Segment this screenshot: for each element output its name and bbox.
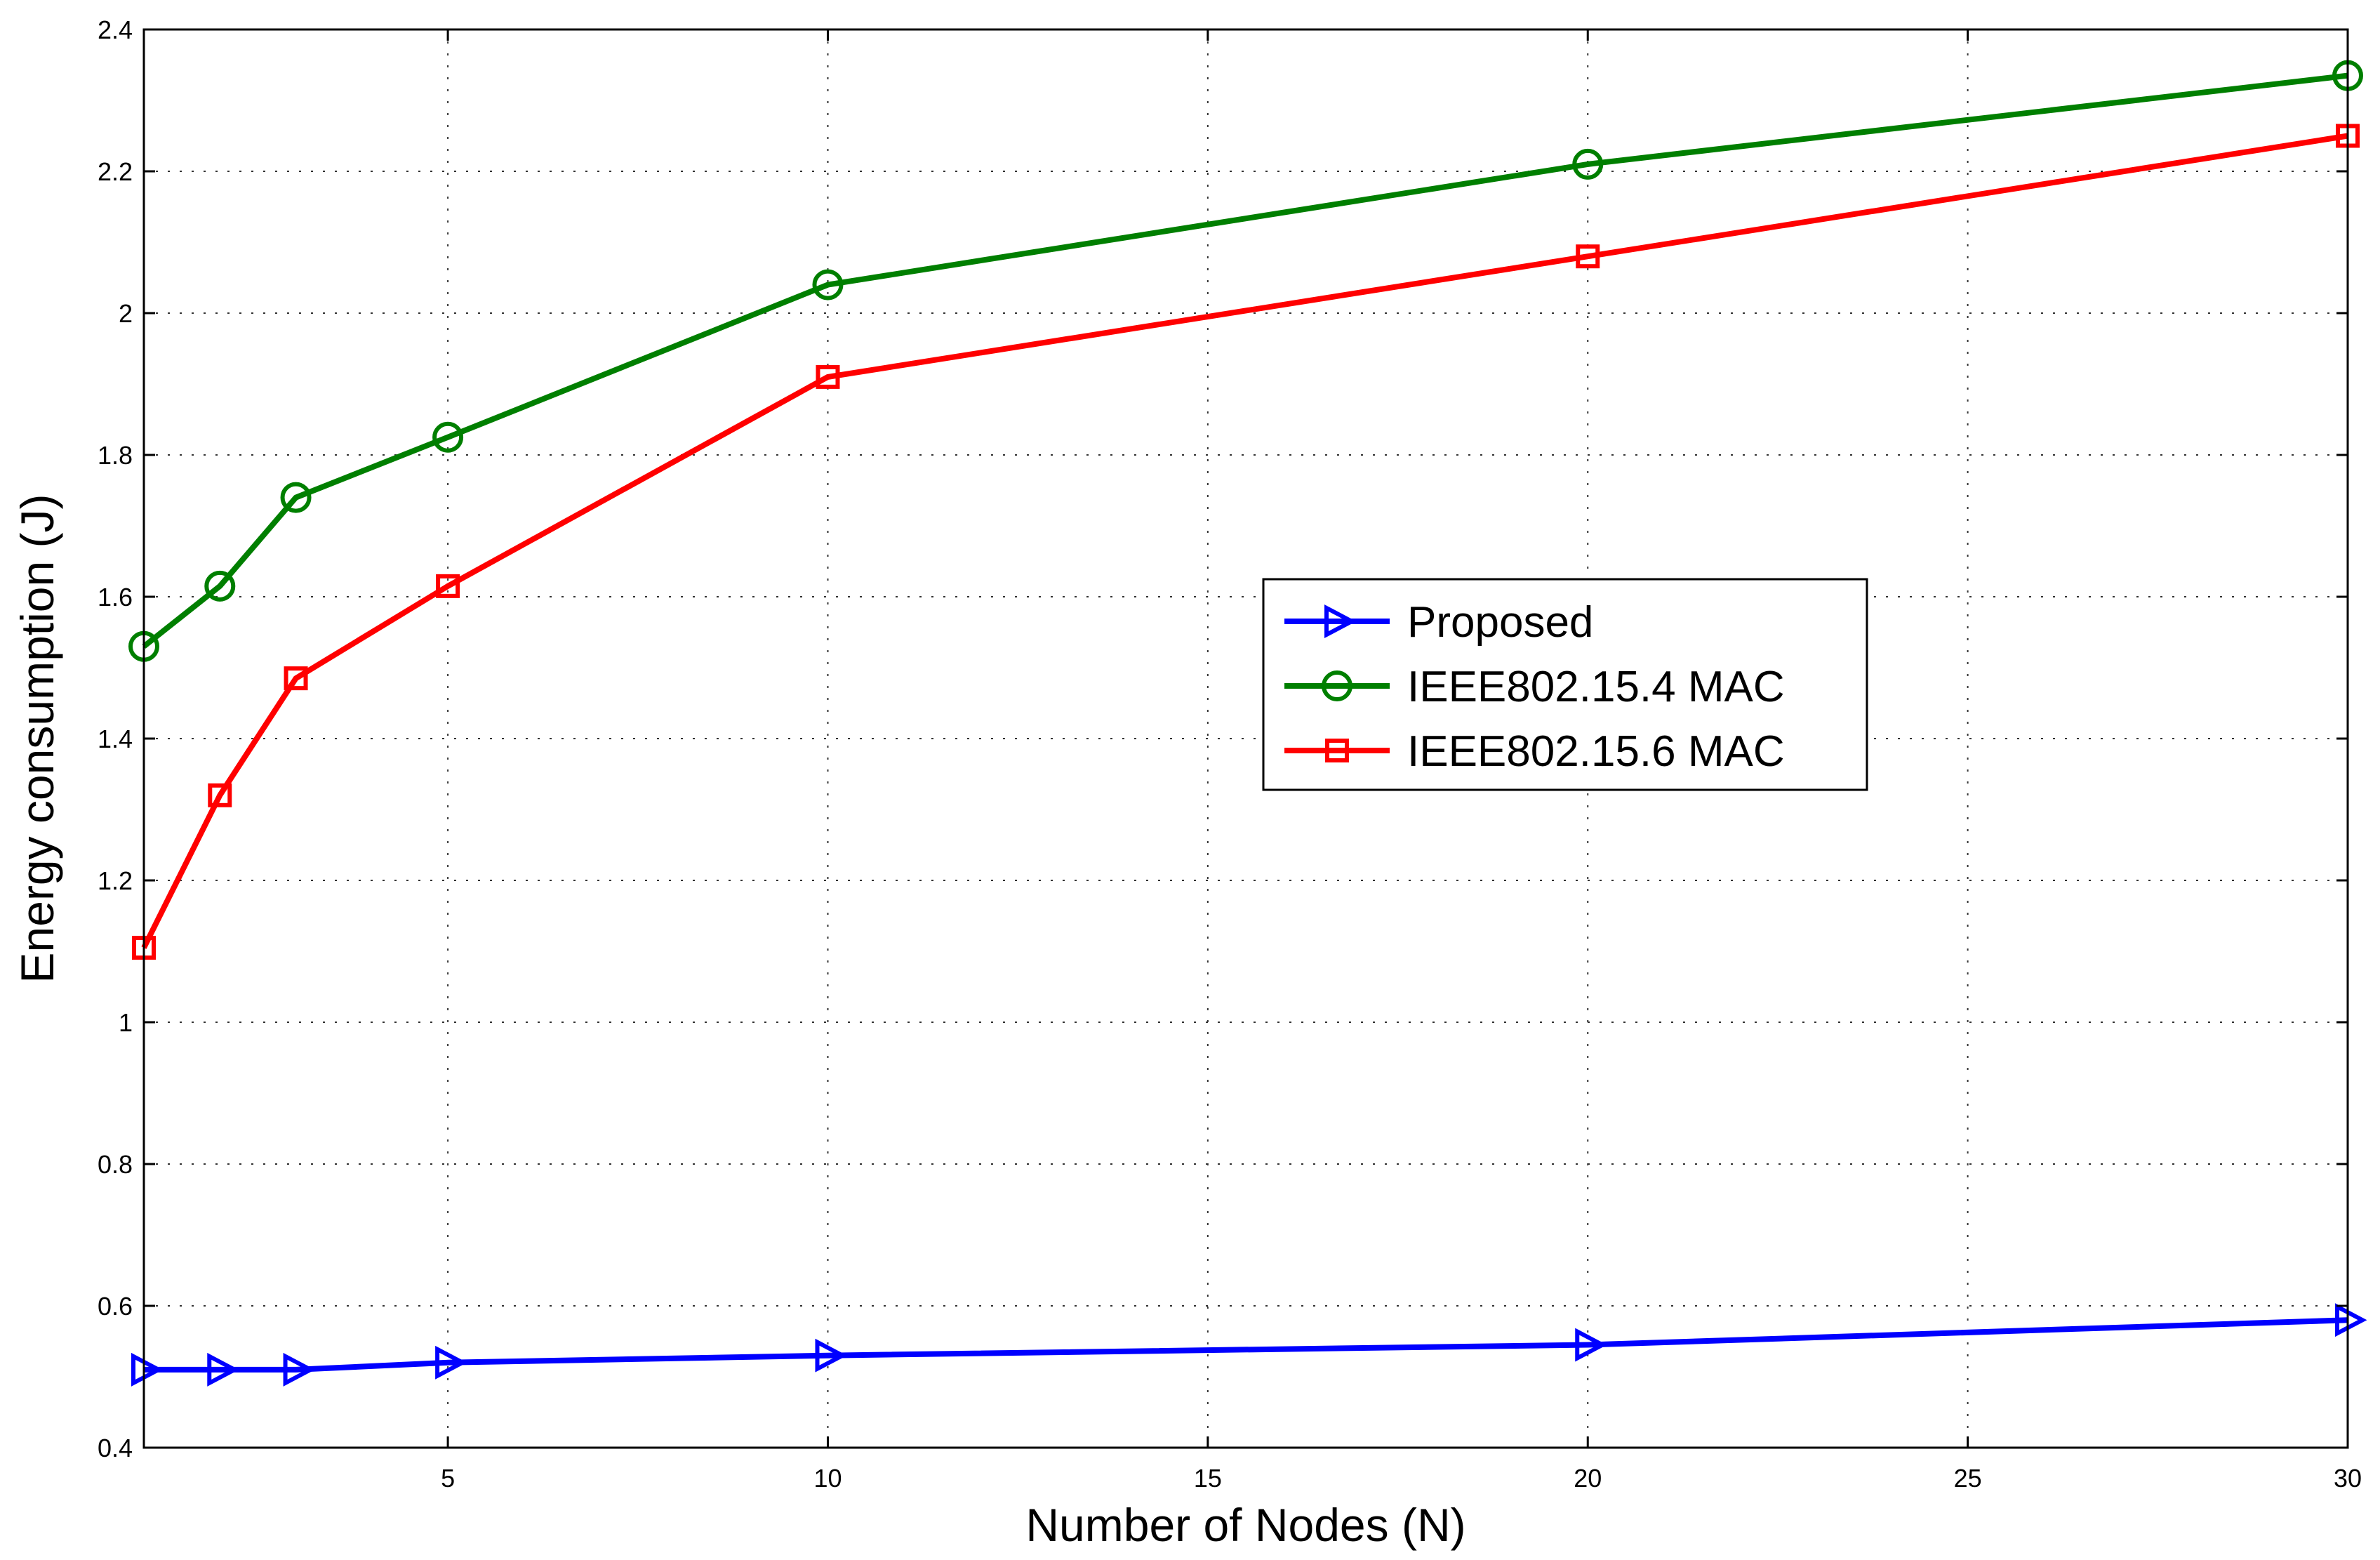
legend-entry: IEEE802.15.6 MAC (1284, 727, 1785, 776)
data-point (432, 421, 464, 453)
x-tick-label: 10 (813, 1464, 842, 1493)
data-point (815, 1338, 847, 1373)
data-point (812, 269, 844, 300)
y-tick-label: 1.2 (98, 866, 133, 895)
y-tick-label: 1.6 (98, 583, 133, 612)
x-tick-label: 15 (1194, 1464, 1222, 1493)
axis-ticks: 5 10 15 20 25 30 0.4 0.6 0.8 1 1.2 1.4 1.6 1.8 2 2.2 2.4 (98, 15, 2362, 1493)
series-layer (128, 60, 2367, 1387)
data-point (435, 1345, 467, 1380)
series-line (142, 72, 2348, 649)
data-point (204, 570, 236, 602)
y-tick-label: 2.4 (98, 15, 133, 44)
data-point (131, 1352, 164, 1387)
y-tick-label: 1.4 (98, 725, 133, 753)
data-point (1575, 1328, 1607, 1362)
x-tick-label: 20 (1574, 1464, 1602, 1493)
data-point (280, 482, 312, 513)
series-line (144, 1317, 2348, 1373)
data-point (2335, 1303, 2367, 1337)
data-point (1576, 244, 1600, 269)
x-tick-label: 30 (2334, 1464, 2362, 1493)
data-point (816, 364, 840, 389)
y-tick-label: 0.4 (98, 1434, 133, 1462)
legend-entry: Proposed (1284, 598, 1593, 647)
data-point (207, 1352, 239, 1387)
data-point (283, 1352, 315, 1387)
y-tick-label: 1.8 (98, 441, 133, 470)
grid (144, 29, 2348, 1448)
legend-marker (1324, 604, 1357, 638)
x-tick-label: 5 (441, 1464, 455, 1493)
legend-label: IEEE802.15.6 MAC (1407, 727, 1785, 776)
data-point (284, 666, 308, 691)
y-tick-label: 1 (119, 1008, 133, 1037)
y-axis-title: Energy consumption (J) (11, 494, 63, 984)
series-line (141, 133, 2348, 949)
y-tick-label: 0.6 (98, 1292, 133, 1321)
y-tick-label: 2.2 (98, 157, 133, 186)
legend-entry: IEEE802.15.4 MAC (1284, 663, 1785, 711)
series-proposed (131, 1303, 2367, 1387)
x-axis-title: Number of Nodes (N) (1025, 1499, 1465, 1551)
data-point (436, 574, 460, 598)
y-tick-label: 0.8 (98, 1150, 133, 1179)
legend-marker (1322, 670, 1352, 701)
legend-label: Proposed (1407, 598, 1593, 647)
data-point (1572, 148, 1604, 180)
data-point (208, 783, 232, 807)
legend: Proposed IEEE802.15.4 MAC IEEE802.15.6 MAC (1262, 578, 1868, 791)
x-tick-label: 25 (1954, 1464, 1982, 1493)
legend-marker (1325, 739, 1349, 762)
legend-label: IEEE802.15.4 MAC (1407, 663, 1785, 711)
series-ieee802-15-4-mac (128, 60, 2363, 662)
y-tick-label: 2 (119, 299, 133, 328)
